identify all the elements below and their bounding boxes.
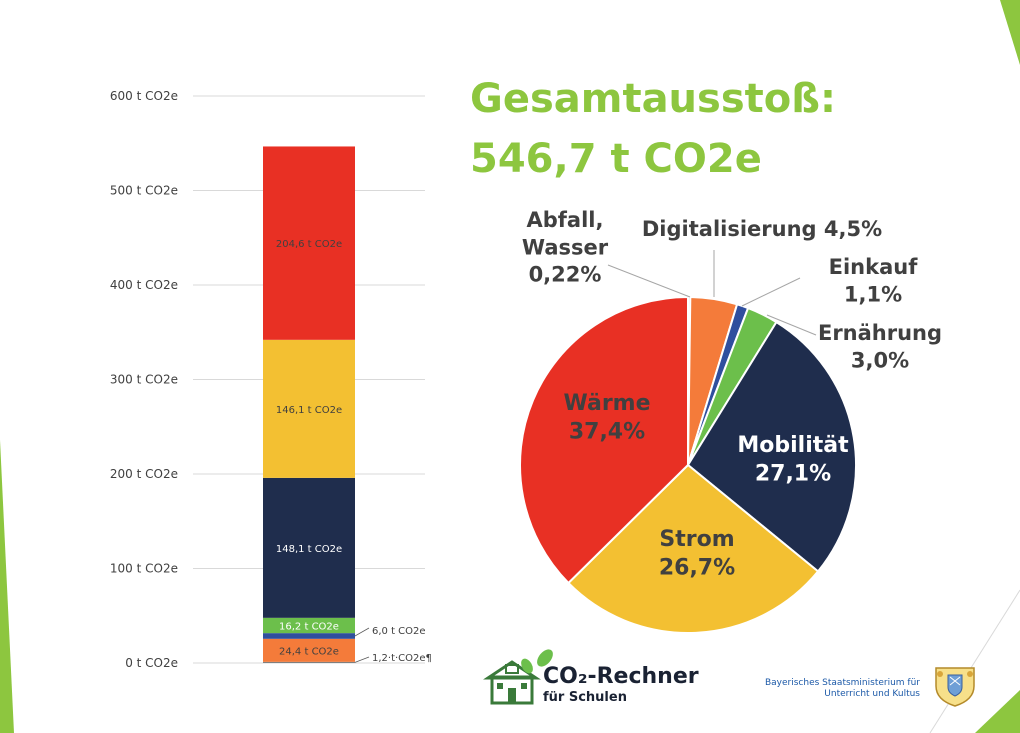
- leader-line: [741, 277, 801, 307]
- top-right-green-triangle: [1000, 0, 1020, 65]
- leaf-icon: [521, 649, 553, 674]
- y-tick-label: 300 t CO2e: [110, 373, 178, 387]
- pie-label: Mobilität: [737, 433, 849, 458]
- bar-data-label: 24,4 t CO2e: [279, 646, 339, 657]
- pie-label: Strom: [659, 527, 734, 552]
- bar-data-label: 6,0 t CO2e: [372, 626, 426, 637]
- bottom-right-green-triangle: [975, 690, 1020, 733]
- pie-label: Digitalisierung 4,5%: [642, 217, 882, 241]
- pie-label: Wärme: [563, 391, 650, 416]
- y-tick-label: 100 t CO2e: [110, 562, 178, 576]
- chart-title-line1: Gesamtausstoß:: [470, 76, 837, 122]
- pie-label: 26,7%: [659, 556, 735, 581]
- ministry-logo-line1: Bayerisches Staatsministerium für: [764, 678, 920, 688]
- bar-segment: [263, 661, 355, 663]
- pie-label: 1,1%: [844, 282, 902, 306]
- chart-title-line2: 546,7 t CO2e: [470, 136, 762, 182]
- pie-label: 3,0%: [851, 348, 909, 372]
- decor-line: [929, 589, 1020, 733]
- pie-label: 37,4%: [569, 420, 645, 445]
- leader-line: [354, 656, 370, 663]
- pie-label: 27,1%: [755, 462, 831, 487]
- bar-data-label: 148,1 t CO2e: [276, 544, 342, 555]
- bar-data-label: 1,2·t·CO2e¶: [372, 653, 432, 664]
- bar-segment: [263, 638, 355, 662]
- bar-segment: [263, 339, 355, 478]
- pie-label: Einkauf: [829, 255, 919, 279]
- y-tick-label: 200 t CO2e: [110, 467, 178, 481]
- bar-data-label: 146,1 t CO2e: [276, 405, 342, 416]
- leader-line: [607, 264, 691, 298]
- pie-slice: [519, 295, 689, 585]
- y-tick-label: 600 t CO2e: [110, 89, 178, 103]
- bar-data-label: 16,2 t CO2e: [279, 621, 339, 632]
- stacked-bar-chart: 0 t CO2e 100 t CO2e 200 t CO2e 300 t CO2e 40…: [110, 89, 432, 670]
- y-tick-label: 400 t CO2e: [110, 278, 178, 292]
- pie-label: Abfall,: [527, 208, 604, 232]
- bar-segment: [263, 617, 355, 634]
- pie-slice: [566, 463, 820, 634]
- bar-data-label: 204,6 t CO2e: [276, 239, 342, 250]
- pie-slice: [686, 320, 857, 573]
- leader-line: [354, 627, 370, 637]
- pie-label: 0,22%: [529, 263, 602, 287]
- left-green-triangle: [0, 440, 14, 733]
- pie-label: Ernährung: [818, 321, 942, 345]
- bar-segment: [263, 477, 355, 618]
- co2-rechner-logo-subtitle: für Schulen: [543, 690, 627, 705]
- pie-label: Wasser: [522, 235, 609, 259]
- leader-line: [766, 314, 817, 336]
- ministry-logo-line2: Unterricht und Kultus: [824, 689, 920, 699]
- bar-segment: [263, 146, 355, 340]
- y-tick-label: 0 t CO2e: [125, 656, 178, 670]
- y-tick-label: 500 t CO2e: [110, 184, 178, 198]
- bar-segment: [263, 633, 355, 639]
- co2-rechner-logo-text: CO₂-Rechner: [543, 664, 699, 689]
